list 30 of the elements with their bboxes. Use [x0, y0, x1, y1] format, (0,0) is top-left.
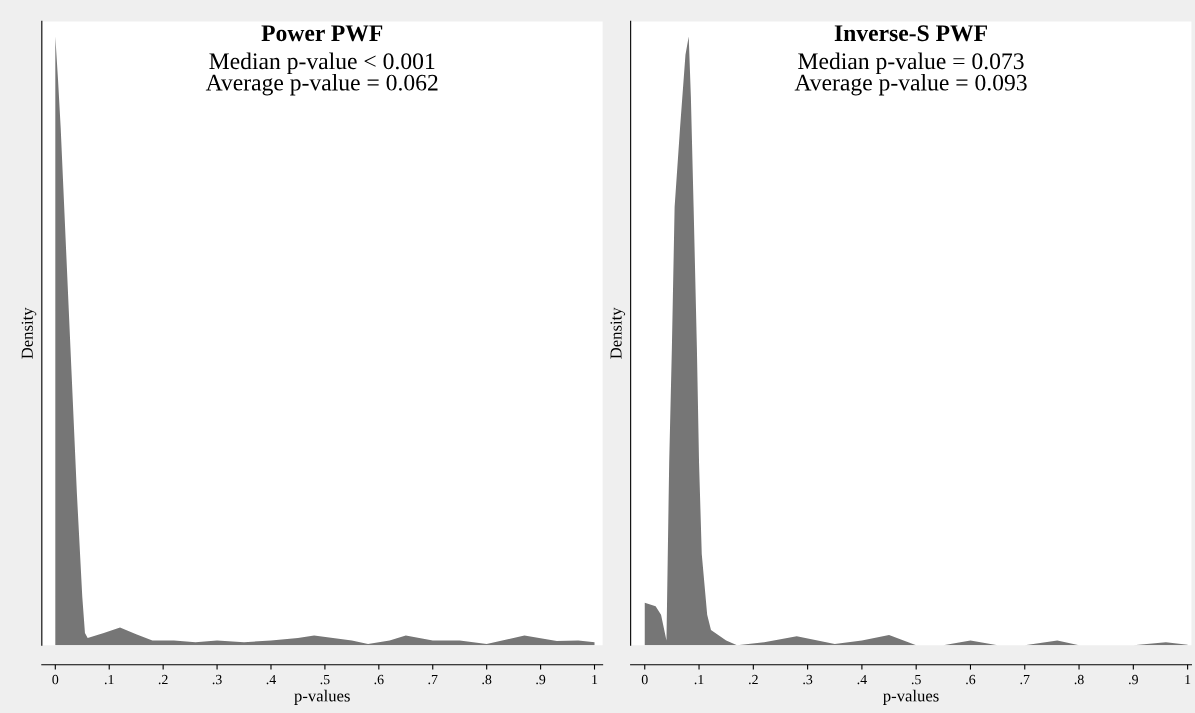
- x-tick-label: .6: [966, 674, 976, 685]
- text: Median p-value < 0.001 Average p-value = 0.062: [205, 52, 438, 96]
- x-tick-label: .3: [803, 674, 813, 685]
- text: Median p-value = 0.073 Average p-value = 0.093: [794, 52, 1027, 96]
- x-tick-label: .4: [857, 674, 867, 685]
- x-tick-label: .8: [482, 674, 492, 685]
- x-tick-label: .7: [1020, 674, 1030, 685]
- chart-title: Power PWF: [261, 25, 383, 42]
- x-tick-label: .5: [320, 674, 330, 685]
- x-tick-label: .2: [158, 674, 168, 685]
- x-tick-label: 0: [52, 674, 59, 685]
- x-tick-label: .9: [1129, 674, 1138, 685]
- x-tick-label: 0: [641, 674, 648, 685]
- x-tick-label: .4: [266, 674, 276, 685]
- x-tick-label: 1: [592, 674, 598, 685]
- x-tick-label: .6: [374, 674, 384, 685]
- x-axis-title: p-values: [294, 689, 350, 705]
- x-tick-label: .9: [536, 674, 546, 685]
- y-axis-title: Density: [21, 307, 37, 359]
- chart-title: Inverse-S PWF: [834, 25, 987, 42]
- x-tick-label: .2: [749, 674, 758, 685]
- x-tick-label: 1: [1185, 674, 1191, 685]
- x-tick-label: .7: [428, 674, 438, 685]
- y-axis-title: Density: [610, 307, 626, 359]
- x-tick-label: .3: [212, 674, 222, 685]
- x-tick-label: .5: [911, 674, 921, 685]
- x-tick-label: .8: [1074, 674, 1084, 685]
- x-tick-label: .1: [694, 674, 704, 685]
- x-tick-label: .1: [104, 674, 114, 685]
- x-axis-title: p-values: [883, 689, 939, 705]
